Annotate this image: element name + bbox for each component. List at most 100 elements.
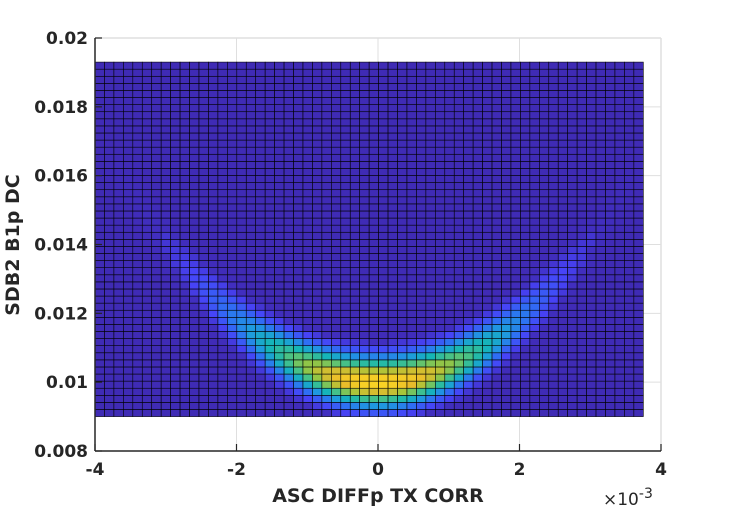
heatmap-cell: [453, 352, 464, 361]
heatmap-cell: [576, 239, 587, 247]
heatmap-cell: [94, 246, 105, 254]
heatmap-cell: [482, 168, 493, 176]
heatmap-cell: [435, 104, 446, 113]
heatmap-cell: [491, 132, 502, 141]
heatmap-cell: [482, 260, 493, 268]
heatmap-cell: [132, 267, 143, 276]
heatmap-cell: [387, 231, 398, 240]
heatmap-cell: [321, 317, 332, 325]
heatmap-cell: [378, 345, 389, 354]
heatmap-cell: [397, 309, 408, 318]
heatmap-cell: [132, 132, 143, 141]
heatmap-cell: [274, 104, 285, 113]
heatmap-cell: [586, 146, 597, 155]
heatmap-cell: [340, 260, 351, 268]
heatmap-cell: [302, 217, 313, 226]
heatmap-cell: [359, 288, 370, 297]
heatmap-cell: [576, 118, 587, 127]
heatmap-cell: [208, 239, 219, 247]
heatmap-cell: [529, 281, 540, 290]
heatmap-cell: [378, 203, 389, 212]
heatmap-cell: [397, 345, 408, 354]
heatmap-cell: [274, 302, 285, 311]
heatmap-cell: [605, 97, 616, 105]
heatmap-cell: [264, 302, 275, 311]
heatmap-cell: [576, 267, 587, 276]
heatmap-cell: [435, 253, 446, 261]
heatmap-cell: [160, 68, 171, 77]
heatmap-cell: [274, 267, 285, 276]
heatmap-cell: [624, 239, 635, 247]
heatmap-cell: [151, 182, 162, 191]
heatmap-cell: [557, 90, 568, 98]
heatmap-cell: [198, 196, 209, 205]
heatmap-cell: [331, 90, 342, 98]
heatmap-cell: [444, 288, 455, 297]
heatmap-cell: [132, 61, 143, 70]
heatmap-cell: [539, 352, 550, 361]
heatmap-cell: [359, 224, 370, 233]
heatmap-cell: [548, 175, 559, 183]
heatmap-cell: [331, 253, 342, 261]
heatmap-cell: [416, 402, 427, 410]
heatmap-cell: [160, 395, 171, 403]
heatmap-cell: [425, 224, 436, 233]
heatmap-cell: [406, 224, 417, 233]
heatmap-cell: [595, 288, 606, 297]
heatmap-cell: [614, 402, 625, 410]
heatmap-cell: [217, 366, 228, 375]
heatmap-cell: [586, 345, 597, 354]
heatmap-cell: [463, 217, 474, 226]
heatmap-cell: [236, 302, 247, 311]
heatmap-cell: [179, 104, 190, 113]
heatmap-cell: [529, 182, 540, 191]
heatmap-cell: [520, 366, 531, 375]
heatmap-cell: [567, 302, 578, 311]
heatmap-cell: [463, 366, 474, 375]
heatmap-cell: [406, 288, 417, 297]
heatmap-cell: [236, 380, 247, 389]
heatmap-cell: [463, 210, 474, 219]
heatmap-cell: [435, 125, 446, 134]
heatmap-cell: [331, 288, 342, 297]
heatmap-cell: [397, 175, 408, 183]
heatmap-cell: [283, 104, 294, 113]
heatmap-cell: [614, 352, 625, 361]
heatmap-cell: [179, 338, 190, 346]
heatmap-cell: [227, 409, 238, 417]
heatmap-cell: [189, 210, 200, 219]
heatmap-cell: [302, 324, 313, 332]
heatmap-cell: [123, 111, 134, 120]
heatmap-cell: [595, 175, 606, 183]
heatmap-cell: [501, 253, 512, 261]
heatmap-cell: [387, 274, 398, 283]
heatmap-cell: [378, 359, 389, 368]
heatmap-cell: [387, 331, 398, 339]
heatmap-cell: [189, 239, 200, 247]
heatmap-cell: [293, 189, 304, 198]
heatmap-cell: [104, 175, 115, 183]
heatmap-cell: [208, 168, 219, 176]
heatmap-cell: [255, 239, 266, 247]
heatmap-cell: [113, 111, 124, 120]
heatmap-cell: [236, 111, 247, 120]
heatmap-cell: [331, 380, 342, 389]
heatmap-cell: [463, 111, 474, 120]
heatmap-cell: [633, 246, 644, 254]
heatmap-cell: [605, 196, 616, 205]
heatmap-cell: [132, 345, 143, 354]
heatmap-cell: [179, 231, 190, 240]
heatmap-cell: [501, 97, 512, 105]
heatmap-cell: [520, 302, 531, 311]
heatmap-cell: [453, 324, 464, 332]
heatmap-cell: [302, 295, 313, 304]
heatmap-cell: [406, 210, 417, 219]
heatmap-cell: [472, 387, 483, 396]
heatmap-cell: [293, 302, 304, 311]
heatmap-cell: [529, 217, 540, 226]
heatmap-cell: [293, 231, 304, 240]
heatmap-cell: [160, 146, 171, 155]
heatmap-cell: [567, 267, 578, 276]
heatmap-cell: [349, 217, 361, 226]
heatmap-cell: [151, 246, 162, 254]
